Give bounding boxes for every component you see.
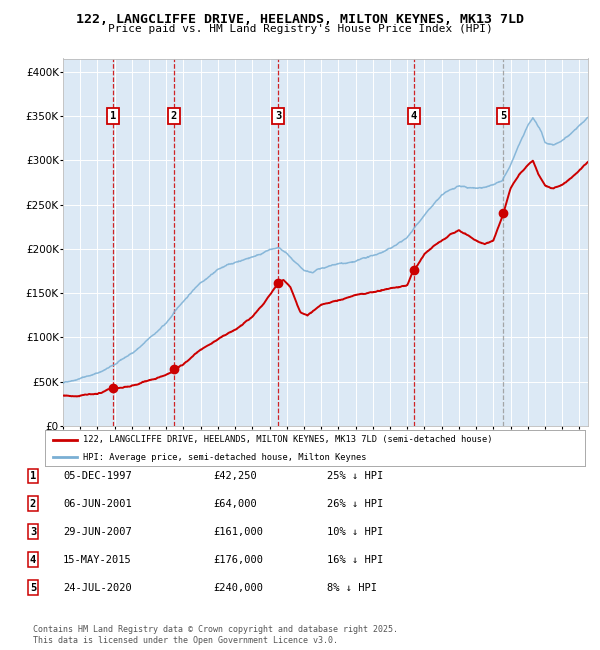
Text: 26% ↓ HPI: 26% ↓ HPI [327, 499, 383, 509]
Text: 15-MAY-2015: 15-MAY-2015 [63, 554, 132, 565]
Text: £161,000: £161,000 [213, 526, 263, 537]
Text: HPI: Average price, semi-detached house, Milton Keynes: HPI: Average price, semi-detached house,… [83, 452, 366, 462]
Text: 3: 3 [30, 526, 36, 537]
Text: £64,000: £64,000 [213, 499, 257, 509]
Text: 1: 1 [30, 471, 36, 481]
Text: 05-DEC-1997: 05-DEC-1997 [63, 471, 132, 481]
Text: 3: 3 [275, 111, 281, 121]
Text: 1: 1 [110, 111, 116, 121]
Text: 24-JUL-2020: 24-JUL-2020 [63, 582, 132, 593]
Text: £176,000: £176,000 [213, 554, 263, 565]
Text: 4: 4 [410, 111, 417, 121]
Text: 5: 5 [30, 582, 36, 593]
Text: 29-JUN-2007: 29-JUN-2007 [63, 526, 132, 537]
Text: Contains HM Land Registry data © Crown copyright and database right 2025.
This d: Contains HM Land Registry data © Crown c… [33, 625, 398, 645]
Text: 5: 5 [500, 111, 506, 121]
Text: Price paid vs. HM Land Registry's House Price Index (HPI): Price paid vs. HM Land Registry's House … [107, 24, 493, 34]
Text: 06-JUN-2001: 06-JUN-2001 [63, 499, 132, 509]
Text: 122, LANGCLIFFE DRIVE, HEELANDS, MILTON KEYNES, MK13 7LD: 122, LANGCLIFFE DRIVE, HEELANDS, MILTON … [76, 13, 524, 26]
Text: 25% ↓ HPI: 25% ↓ HPI [327, 471, 383, 481]
Text: 8% ↓ HPI: 8% ↓ HPI [327, 582, 377, 593]
Text: 16% ↓ HPI: 16% ↓ HPI [327, 554, 383, 565]
Text: 2: 2 [170, 111, 177, 121]
Text: 4: 4 [30, 554, 36, 565]
Text: 122, LANGCLIFFE DRIVE, HEELANDS, MILTON KEYNES, MK13 7LD (semi-detached house): 122, LANGCLIFFE DRIVE, HEELANDS, MILTON … [83, 436, 493, 445]
Text: £42,250: £42,250 [213, 471, 257, 481]
Text: 10% ↓ HPI: 10% ↓ HPI [327, 526, 383, 537]
Text: £240,000: £240,000 [213, 582, 263, 593]
Text: 2: 2 [30, 499, 36, 509]
